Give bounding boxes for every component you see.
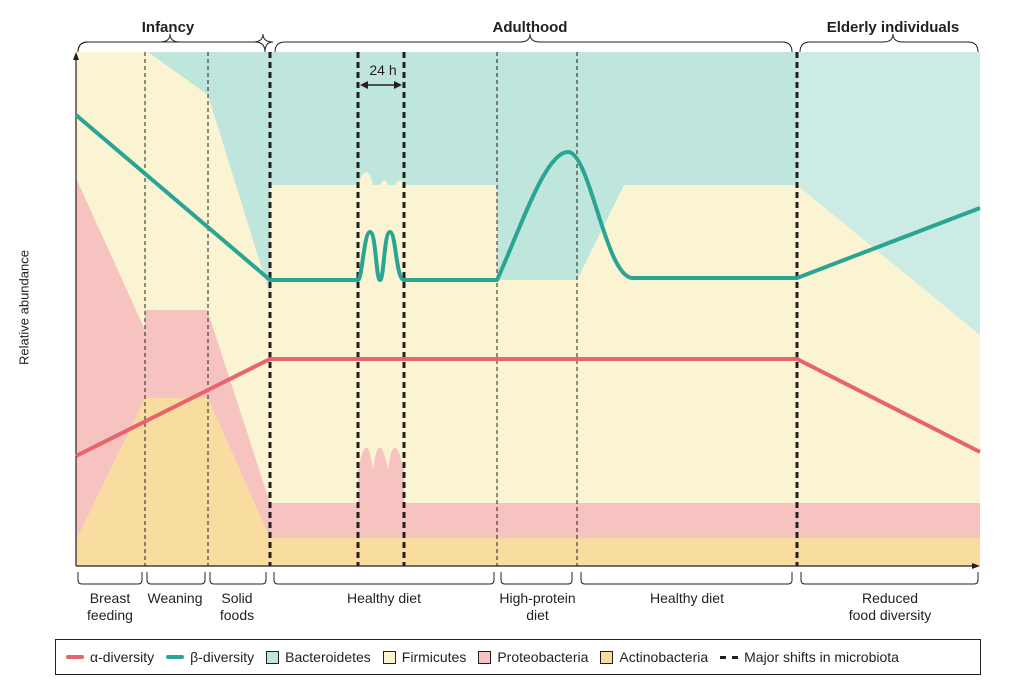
alpha-diversity-line [75,357,981,458]
period-weaning: Weaning [147,590,203,606]
period-solid-foods: Solid foods [219,590,255,623]
legend-proteobacteria: Proteobacteria [478,649,588,665]
period-reduced-diversity: Reduced food diversity [848,590,932,623]
stage-braces [77,33,979,53]
legend-bacteroidetes-label: Bacteroidetes [285,649,371,665]
stage-infancy: Infancy [141,19,195,36]
legend-actinobacteria: Actinobacteria [600,649,708,665]
legend-actinobacteria-label: Actinobacteria [619,649,709,665]
minor-dividers [144,52,578,566]
bacteroidetes-elderly-band [797,52,980,335]
legend-firmicutes-label: Firmicutes [401,649,467,665]
period-healthy-diet-1: Healthy diet [347,590,421,606]
y-axis-arrow-icon [73,52,79,60]
x-axis-arrow-icon [972,563,980,569]
firmicutes-swatch [382,650,396,664]
period-arrow [360,81,402,89]
legend-beta-label: β-diversity [190,649,255,665]
legend-alpha: α-diversity [66,649,154,665]
legend-major-shifts-label: Major shifts in microbiota [744,649,899,665]
bacteroidetes-swatch [266,650,280,664]
dashed-line-swatch [720,655,739,659]
period-breast-feeding: Breast feeding [87,590,133,623]
major-shift-dividers [268,52,799,566]
legend-major-shifts: Major shifts in microbiota [720,649,899,665]
axes [73,52,980,569]
y-axis-label: Relative abundance [16,250,32,365]
legend-proteobacteria-label: Proteobacteria [497,649,589,665]
bacteroidetes-band [148,52,980,335]
actinobacteria-swatch [600,650,614,664]
legend-firmicutes: Firmicutes [382,649,467,665]
legend-alpha-label: α-diversity [90,649,155,665]
legend-beta: β-diversity [166,649,254,665]
bacteroidetes-oscillation [358,172,404,210]
stage-elderly: Elderly individuals [826,19,960,36]
legend: α-diversity β-diversity Bacteroidetes Fi… [55,639,981,675]
beta-line-swatch [166,655,185,659]
alpha-line-swatch [66,655,84,659]
beta-diversity-line [74,113,981,282]
period-brackets [77,572,979,585]
legend-bacteroidetes: Bacteroidetes [266,649,371,665]
proteobacteria-oscillation [358,447,404,540]
proteobacteria-swatch [478,650,492,664]
period-healthy-diet-2: Healthy diet [650,590,724,606]
period-24h-label: 24 h [369,62,397,78]
stage-adulthood: Adulthood [492,19,568,36]
period-high-protein-diet: High-protein diet [499,590,576,623]
proteobacteria-infant-band [145,312,270,538]
actinobacteria-band [76,398,980,566]
abundance-bands [76,52,980,566]
